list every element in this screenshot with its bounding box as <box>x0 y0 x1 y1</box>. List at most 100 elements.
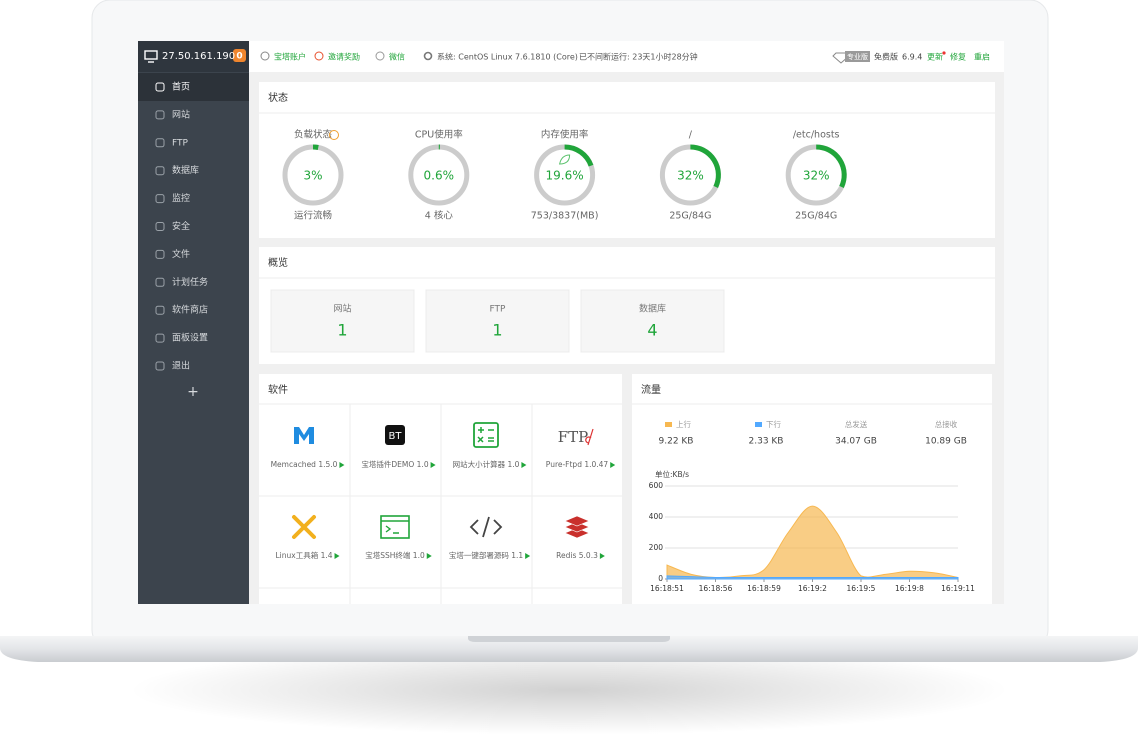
y-tick-label: 400 <box>649 512 664 521</box>
overview-card[interactable] <box>270 289 415 353</box>
menu-icon <box>155 166 165 176</box>
menu-icon <box>155 194 165 204</box>
link-icon <box>375 51 385 61</box>
gauge-title: / <box>689 130 693 141</box>
gauge-title: 内存使用率 <box>541 129 589 141</box>
play-icon <box>521 462 527 468</box>
y-tick-label: 600 <box>649 481 664 490</box>
software-name[interactable]: Pure-Ftpd 1.0.47 <box>546 460 609 469</box>
x-tick-label: 16:18:59 <box>747 584 781 593</box>
add-menu[interactable]: + <box>187 384 199 400</box>
play-icon <box>599 553 605 559</box>
menu-item[interactable]: 安全 <box>172 220 190 232</box>
badge-bg <box>233 49 246 62</box>
menu-item[interactable]: FTP <box>172 138 189 148</box>
uptime: 已不间断运行: 23天1小时28分钟 <box>579 52 698 62</box>
play-icon <box>610 462 616 468</box>
x-tick-label: 16:18:51 <box>650 584 684 593</box>
software-name[interactable]: 网站大小计算器 1.0 <box>453 459 520 469</box>
laptop-base <box>0 636 1138 662</box>
software-name[interactable]: Redis 5.0.3 <box>556 551 598 560</box>
card-count: 1 <box>492 321 502 340</box>
software-name[interactable]: Memcached 1.5.0 <box>271 460 338 469</box>
menu-icon <box>155 333 165 343</box>
gauge-arc <box>816 144 847 188</box>
software-name[interactable]: 宝塔SSH终端 1.0 <box>365 550 425 560</box>
status-panel <box>259 82 995 238</box>
gauge-detail: 4 核心 <box>425 210 454 222</box>
play-icon <box>339 462 345 468</box>
terminal-icon <box>381 520 409 534</box>
gauge-arc <box>690 144 721 188</box>
terminal-icon <box>380 515 410 539</box>
top-action[interactable]: 重启 <box>974 52 990 62</box>
help-icon <box>329 130 339 140</box>
top-action[interactable]: 修复 <box>950 52 966 62</box>
menu-item[interactable]: 数据库 <box>172 164 199 176</box>
menu-item[interactable]: 首页 <box>172 81 190 93</box>
traffic-current: 9.22 KB <box>659 437 694 447</box>
software-name[interactable]: 宝塔一键部署源码 1.1 <box>449 550 524 560</box>
gauge-title: CPU使用率 <box>415 129 463 141</box>
gear-icon <box>423 51 433 61</box>
area <box>666 575 959 580</box>
version: 6.9.4 <box>902 53 922 62</box>
link-icon <box>314 51 324 61</box>
panel-title: 概览 <box>268 256 288 269</box>
x-tick-label: 16:19:11 <box>941 584 975 593</box>
menu-active <box>138 73 249 101</box>
gauge-value: 0.6% <box>424 169 455 183</box>
leaf-icon <box>558 154 571 165</box>
software-name[interactable]: Linux工具箱 1.4 <box>275 550 332 560</box>
menu-icon <box>155 82 165 92</box>
top-link[interactable]: 邀请奖励 <box>328 52 360 62</box>
badge: 0 <box>236 52 242 62</box>
menu-icon <box>155 277 165 287</box>
overview-card[interactable] <box>425 289 570 353</box>
legend-swatch <box>755 422 762 427</box>
calc-icon <box>473 422 499 448</box>
system-info: 系统: CentOS Linux 7.6.1810 (Core) <box>437 52 578 62</box>
legend-name: 下行 <box>766 419 781 429</box>
laptop-notch <box>468 636 670 642</box>
laptop-shadow <box>129 645 1009 735</box>
menu-item[interactable]: 面板设置 <box>172 332 208 344</box>
menu-item[interactable]: 退出 <box>172 360 190 372</box>
menu-item[interactable]: 网站 <box>172 108 190 120</box>
menu-item[interactable]: 软件商店 <box>172 304 208 316</box>
menu-icon <box>155 222 165 231</box>
play-icon <box>426 553 432 559</box>
edition-badge: 专业版 <box>847 52 868 61</box>
menu-item[interactable]: 监控 <box>172 192 190 204</box>
y-tick-label: 200 <box>649 543 664 552</box>
menu-icon <box>155 110 165 120</box>
panel-title: 流量 <box>641 383 661 396</box>
sidebar <box>138 41 249 604</box>
total-name: 总发送 <box>845 419 868 429</box>
overview-card[interactable] <box>580 289 725 353</box>
link-icon <box>260 51 270 61</box>
menu-icon <box>155 361 165 371</box>
menu-icon <box>155 138 165 148</box>
top-link[interactable]: 宝塔账户 <box>274 52 306 62</box>
menu-item[interactable]: 文件 <box>172 248 190 260</box>
panel-title: 状态 <box>268 91 288 104</box>
calc-icon <box>477 427 494 443</box>
gauge-title: /etc/hosts <box>793 130 840 141</box>
top-action[interactable]: 更新 <box>927 52 943 62</box>
ftp-icon-d <box>585 428 594 446</box>
card-name: FTP <box>490 305 507 315</box>
gauge-value: 3% <box>303 169 322 183</box>
ftp-icon-text: FTP <box>558 428 589 446</box>
top-link[interactable]: 微信 <box>389 52 405 62</box>
gauge-value: 32% <box>677 169 704 183</box>
gauge-detail: 25G/84G <box>669 211 711 222</box>
bt-icon-text: BT <box>389 431 403 442</box>
software-name[interactable]: 宝塔插件DEMO 1.0 <box>361 459 428 469</box>
total-value: 10.89 GB <box>925 437 967 447</box>
menu-item[interactable]: 计划任务 <box>172 276 208 288</box>
x-tick-label: 16:19:2 <box>798 584 827 593</box>
card-name: 数据库 <box>639 303 666 315</box>
